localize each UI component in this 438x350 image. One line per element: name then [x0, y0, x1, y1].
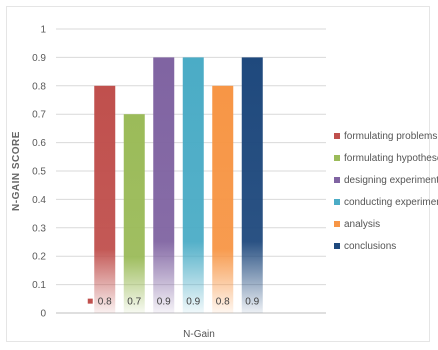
legend-label: designing experiments: [344, 174, 438, 186]
bar-conclusions: [241, 57, 263, 314]
y-tick-label: 0.3: [32, 223, 46, 234]
axes: 0 0.1 0.2 0.3 0.4 0.5 0.6 0.7 0.8 0.9 1: [32, 25, 326, 320]
bar-formulating-problems: [94, 85, 116, 313]
legend-swatch: [334, 221, 340, 227]
y-tick-label: 0.6: [32, 138, 46, 149]
bar-designing-experiments: [153, 57, 175, 314]
x-axis-label: N-Gain: [183, 329, 215, 340]
legend-item: designing experiments: [334, 169, 438, 191]
legend-label: conclusions: [344, 240, 397, 252]
bar-analysis: [212, 85, 234, 313]
legend-swatch: [334, 155, 340, 161]
y-tick-label: 0.9: [32, 53, 46, 64]
chart-frame: [6, 6, 430, 342]
y-tick-label: 0.8: [32, 81, 46, 92]
y-tick-label: 0.2: [32, 252, 46, 263]
data-label: 0.8: [98, 297, 112, 308]
legend-item: conclusions: [334, 235, 438, 257]
y-tick-label: 0.7: [32, 110, 46, 121]
legend-label: analysis: [344, 218, 381, 230]
bars: [94, 57, 263, 314]
legend-item: analysis: [334, 213, 438, 235]
chart-legend: formulating problems formulating hypothes…: [334, 125, 438, 257]
y-tick-label: 0.5: [32, 167, 46, 178]
y-tick-label: 0.1: [32, 280, 46, 291]
y-tick-label: 1: [40, 25, 46, 36]
legend-swatch: [334, 199, 340, 205]
legend-label: formulating hypothese: [344, 152, 438, 164]
data-label: 0.7: [127, 297, 141, 308]
data-label: 0.9: [157, 297, 171, 308]
legend-item: formulating hypothese: [334, 147, 438, 169]
bar-conducting-experiment: [182, 57, 204, 314]
data-label: 0.9: [186, 297, 200, 308]
y-axis-label: N-GAIN SCORE: [11, 131, 22, 211]
legend-swatch: [334, 243, 340, 249]
legend-label: formulating problems: [344, 130, 438, 142]
legend-item: conducting experiment: [334, 191, 438, 213]
legend-swatch: [334, 177, 340, 183]
legend-label: conducting experiment: [344, 196, 438, 208]
y-tick-label: 0.4: [32, 195, 46, 206]
legend-swatch: [334, 133, 340, 139]
bar-formulating-hypothese: [123, 114, 145, 313]
data-label: 0.9: [245, 297, 259, 308]
y-tick-label: 0: [40, 309, 46, 320]
data-labels: 0.8 0.7 0.9 0.9 0.8 0.9: [87, 297, 260, 308]
data-label-marker: [87, 298, 93, 304]
legend-item: formulating problems: [334, 125, 438, 147]
data-label: 0.8: [216, 297, 230, 308]
